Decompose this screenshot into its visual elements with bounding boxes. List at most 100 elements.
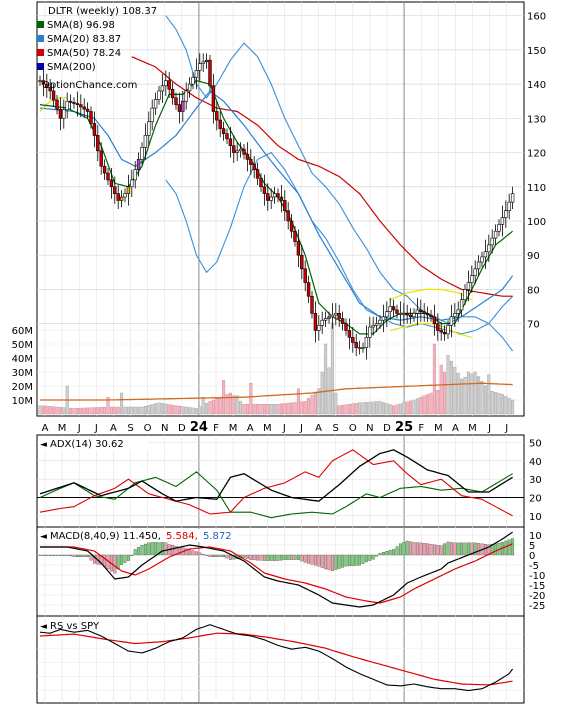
macd-histogram-bar xyxy=(174,545,178,556)
volume-tick-label: 30M xyxy=(12,368,33,379)
macd-histogram-bar xyxy=(99,554,103,565)
volume-bar xyxy=(160,403,164,415)
volume-bar xyxy=(72,408,76,415)
candle-body xyxy=(306,282,311,297)
candle-body xyxy=(391,306,396,311)
macd-histogram-bar xyxy=(429,544,433,556)
volume-tick-label: 40M xyxy=(12,354,33,365)
candle-body xyxy=(245,153,250,160)
macd-histogram-bar xyxy=(337,554,341,569)
candle-body xyxy=(252,164,256,170)
macd-histogram-bar xyxy=(273,554,277,561)
candle-body xyxy=(259,177,263,188)
candle-body xyxy=(334,313,338,316)
volume-bar xyxy=(252,404,256,415)
candle-body xyxy=(130,179,134,188)
volume-bar xyxy=(218,397,222,415)
macd-histogram-bar xyxy=(276,554,280,561)
macd-histogram-bar xyxy=(385,551,389,556)
volume-bar xyxy=(45,405,49,415)
candle-body xyxy=(405,313,409,316)
macd-signal-line xyxy=(40,543,513,604)
month-label: J xyxy=(504,423,508,434)
volume-bar xyxy=(466,371,470,415)
volume-bar xyxy=(351,403,355,415)
volume-bar xyxy=(245,404,249,415)
candle-body xyxy=(398,313,403,315)
macd-histogram-bar xyxy=(473,542,477,556)
macd-histogram-bar xyxy=(123,554,127,563)
volume-bar xyxy=(456,372,460,415)
month-label: N xyxy=(366,423,373,434)
volume-bar xyxy=(307,398,311,415)
macd-histogram-bar xyxy=(490,544,494,556)
volume-bar xyxy=(242,404,246,415)
macd-histogram-bar xyxy=(184,548,188,556)
volume-bar xyxy=(262,404,266,415)
macd-histogram-bar xyxy=(296,554,300,560)
month-label: O xyxy=(144,423,152,434)
volume-bar xyxy=(429,392,433,415)
candle-body xyxy=(242,148,246,155)
month-label: A xyxy=(452,423,459,434)
volume-bar xyxy=(249,383,253,415)
macd-histogram-bar xyxy=(86,554,90,558)
price-tick-label: 160 xyxy=(527,12,546,23)
volume-bar xyxy=(422,395,426,415)
month-label: D xyxy=(178,423,186,434)
candle-body xyxy=(198,63,202,71)
rs-line xyxy=(39,624,514,692)
macd-histogram-bar xyxy=(137,547,141,556)
candle-body xyxy=(136,159,141,170)
volume-bar xyxy=(41,405,45,415)
month-label: A xyxy=(42,423,49,434)
chart-title: DLTR (weekly) 108.37 xyxy=(48,6,157,17)
volume-bar xyxy=(103,406,107,415)
sma50-line xyxy=(131,56,513,297)
price-tick-label: 150 xyxy=(527,46,546,57)
candle-body xyxy=(303,268,307,283)
candle-body xyxy=(476,261,481,270)
candle-body xyxy=(262,186,267,194)
legend-sma50: SMA(50) 78.24 xyxy=(47,48,121,59)
candle-body xyxy=(255,169,260,179)
macd-histogram-bar xyxy=(259,554,263,561)
volume-bar xyxy=(426,394,430,415)
macd-histogram-bar xyxy=(69,554,73,557)
macd-histogram-bar xyxy=(92,554,96,564)
volume-bar xyxy=(208,401,212,415)
legend-swatch-sma8 xyxy=(37,21,44,28)
macd-histogram-bar xyxy=(113,554,117,574)
volume-bar xyxy=(477,376,481,415)
candle-body xyxy=(184,90,188,102)
month-label: M xyxy=(263,423,272,434)
candle-body xyxy=(113,186,117,194)
candle-body xyxy=(507,201,511,212)
month-label: F xyxy=(213,423,219,434)
volume-bar xyxy=(385,403,389,415)
volume-bar xyxy=(432,343,436,415)
volume-bar xyxy=(371,401,375,415)
candle-body xyxy=(174,97,178,105)
candle-body xyxy=(422,311,426,314)
macd-histogram-bar xyxy=(307,554,311,564)
volume-bar xyxy=(375,401,379,415)
macd-tick-label: 5 xyxy=(529,541,535,552)
candle-body xyxy=(45,83,49,88)
rs-marker: ◄ xyxy=(40,622,47,632)
volume-bar xyxy=(293,402,297,415)
volume-bar xyxy=(283,403,287,415)
volume-bar xyxy=(123,406,127,415)
candle-body xyxy=(286,210,290,222)
month-label: M xyxy=(434,423,443,434)
macd-histogram-bar xyxy=(48,554,52,556)
candle-body xyxy=(72,102,76,104)
volume-bar xyxy=(164,403,168,415)
legend-swatch-sma20 xyxy=(37,35,44,42)
macd-histogram-bar xyxy=(368,554,372,561)
candle-body xyxy=(497,224,501,232)
macd-histogram-bar xyxy=(466,542,470,556)
volume-bar xyxy=(133,406,137,415)
macd-tick-label: -25 xyxy=(529,601,545,612)
candle-body xyxy=(215,111,219,121)
